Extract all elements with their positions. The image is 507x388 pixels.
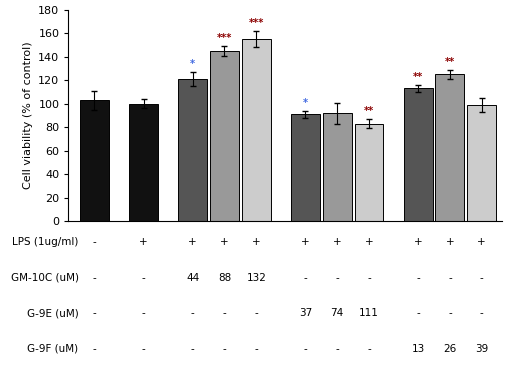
Bar xyxy=(291,114,320,221)
Bar xyxy=(178,79,207,221)
Bar xyxy=(467,105,496,221)
Text: -: - xyxy=(142,344,146,354)
Bar xyxy=(242,39,271,221)
Text: GM-10C (uM): GM-10C (uM) xyxy=(11,273,79,283)
Text: 111: 111 xyxy=(359,308,379,318)
Text: 13: 13 xyxy=(412,344,425,354)
Text: -: - xyxy=(223,308,226,318)
Text: +: + xyxy=(301,237,310,248)
Text: -: - xyxy=(448,308,452,318)
Text: G-9E (uM): G-9E (uM) xyxy=(27,308,79,318)
Y-axis label: Cell viability (% of control): Cell viability (% of control) xyxy=(23,42,33,189)
Text: +: + xyxy=(189,237,197,248)
Text: ***: *** xyxy=(217,33,232,43)
Text: LPS (1ug/ml): LPS (1ug/ml) xyxy=(12,237,79,248)
Text: +: + xyxy=(446,237,454,248)
Text: -: - xyxy=(93,344,96,354)
Text: 132: 132 xyxy=(246,273,266,283)
Text: 88: 88 xyxy=(218,273,231,283)
Text: -: - xyxy=(480,273,484,283)
Text: +: + xyxy=(333,237,342,248)
Text: +: + xyxy=(414,237,422,248)
Text: +: + xyxy=(252,237,261,248)
Text: -: - xyxy=(416,308,420,318)
Text: -: - xyxy=(191,308,195,318)
Text: -: - xyxy=(416,273,420,283)
Bar xyxy=(436,74,464,221)
Text: -: - xyxy=(335,273,339,283)
Text: 37: 37 xyxy=(299,308,312,318)
Text: *: * xyxy=(303,98,308,108)
Text: -: - xyxy=(93,237,96,248)
Bar xyxy=(129,104,158,221)
Text: -: - xyxy=(448,273,452,283)
Text: **: ** xyxy=(445,57,455,67)
Text: -: - xyxy=(142,308,146,318)
Bar xyxy=(404,88,432,221)
Text: **: ** xyxy=(413,72,423,82)
Bar xyxy=(210,51,239,221)
Text: -: - xyxy=(480,308,484,318)
Text: -: - xyxy=(367,344,371,354)
Text: *: * xyxy=(190,59,195,69)
Text: -: - xyxy=(93,308,96,318)
Text: 39: 39 xyxy=(475,344,488,354)
Text: +: + xyxy=(365,237,373,248)
Text: -: - xyxy=(367,273,371,283)
Text: 44: 44 xyxy=(186,273,199,283)
Bar xyxy=(354,124,383,221)
Text: -: - xyxy=(255,308,258,318)
Text: -: - xyxy=(304,273,307,283)
Text: G-9F (uM): G-9F (uM) xyxy=(27,344,79,354)
Bar xyxy=(80,100,109,221)
Text: 26: 26 xyxy=(443,344,456,354)
Text: -: - xyxy=(191,344,195,354)
Text: -: - xyxy=(335,344,339,354)
Text: -: - xyxy=(93,273,96,283)
Text: 74: 74 xyxy=(331,308,344,318)
Text: +: + xyxy=(139,237,148,248)
Text: +: + xyxy=(478,237,486,248)
Text: -: - xyxy=(223,344,226,354)
Text: +: + xyxy=(220,237,229,248)
Text: -: - xyxy=(142,273,146,283)
Text: -: - xyxy=(255,344,258,354)
Text: -: - xyxy=(304,344,307,354)
Text: **: ** xyxy=(364,106,374,116)
Bar xyxy=(323,113,352,221)
Text: ***: *** xyxy=(248,18,264,28)
